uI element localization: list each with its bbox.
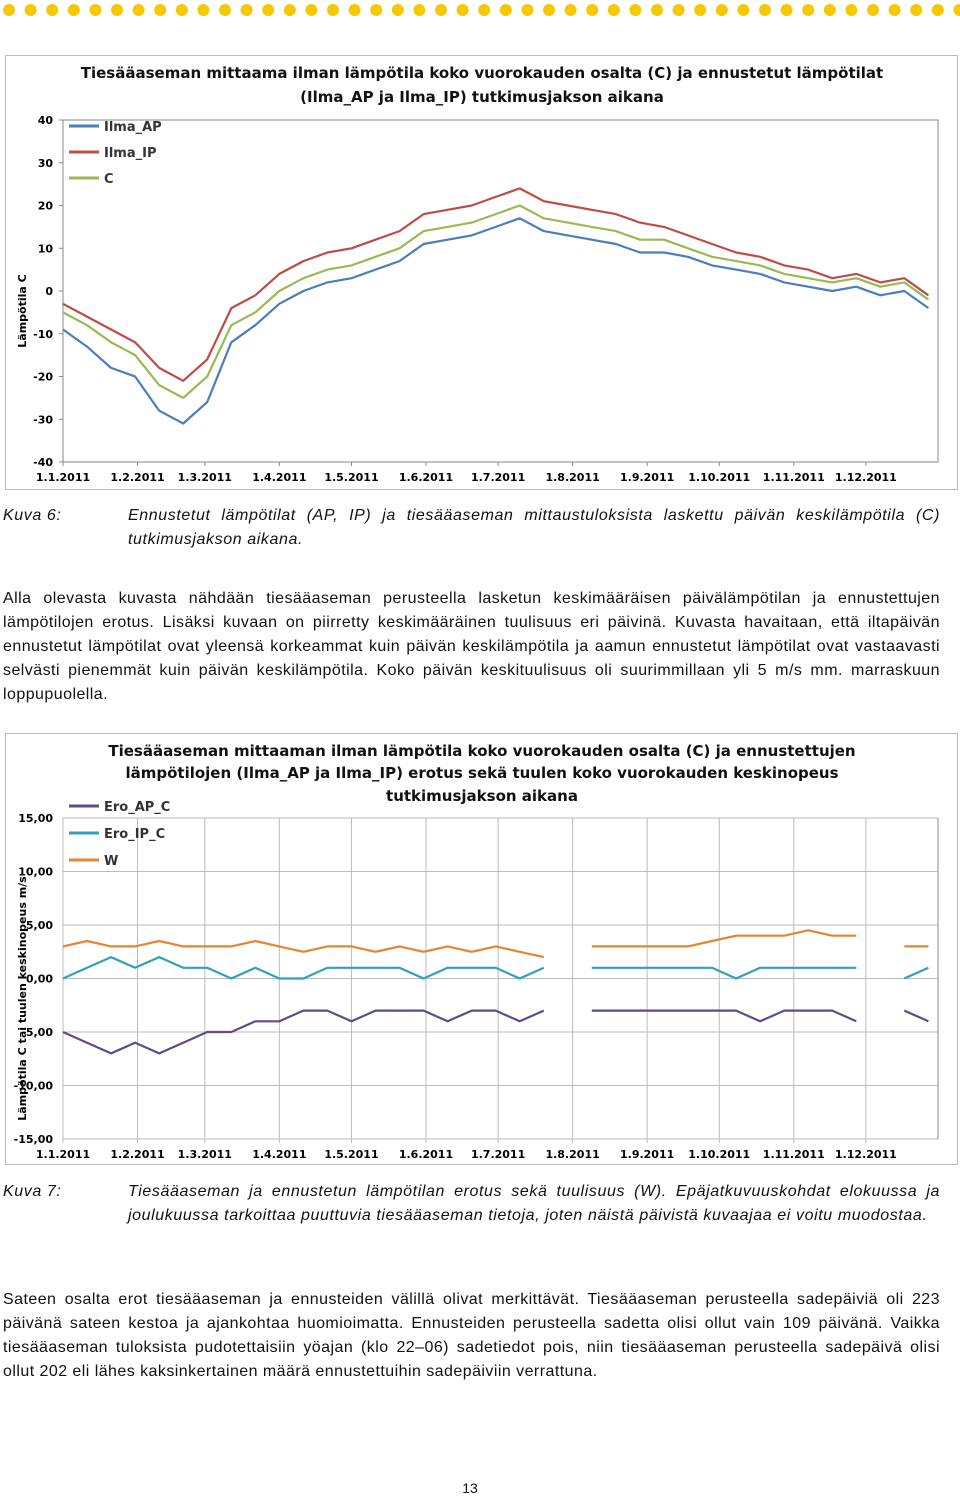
- series-line: [62, 956, 929, 980]
- y-axis-label: Lämpötila C tai tuulen keskinopeus m/s: [16, 876, 29, 1121]
- y-tick-label: -10: [33, 328, 53, 341]
- caption: Kuva 7: Tiesääaseman ja ennustetun lämpö…: [3, 1180, 940, 1228]
- x-tick-label: 1.3.2011: [178, 471, 232, 484]
- x-tick-label: 1.9.2011: [620, 471, 674, 484]
- x-tick-label: 1.12.2011: [835, 471, 897, 484]
- y-tick-label: 10,00: [18, 866, 53, 879]
- x-tick-label: 1.4.2011: [252, 471, 306, 484]
- y-tick-label: 40: [38, 114, 54, 127]
- y-tick-label: 5,00: [26, 919, 53, 932]
- legend-label: Ero_IP_C: [104, 827, 165, 842]
- x-tick-label: 1.8.2011: [545, 1148, 599, 1161]
- x-tick-label: 1.5.2011: [324, 471, 378, 484]
- paragraph: Alla olevasta kuvasta nähdään tiesääasem…: [3, 590, 940, 703]
- x-tick-label: 1.8.2011: [545, 471, 599, 484]
- x-tick-label: 1.10.2011: [688, 1148, 750, 1161]
- chart-title: lämpötilojen (Ilma_AP ja Ilma_IP) erotus…: [125, 764, 838, 782]
- temperature-chart: Tiesääaseman mittaama ilman lämpötila ko…: [5, 55, 958, 490]
- y-tick-label: 30: [38, 157, 54, 170]
- y-tick-label: 10: [38, 242, 54, 255]
- legend-label: Ilma_IP: [104, 146, 156, 161]
- x-tick-label: 1.6.2011: [399, 1148, 453, 1161]
- y-tick-label: -20: [33, 371, 53, 384]
- chart-title: Tiesääaseman mittaama ilman lämpötila ko…: [81, 64, 883, 82]
- x-tick-label: 1.3.2011: [178, 1148, 232, 1161]
- x-tick-label: 1.11.2011: [763, 471, 825, 484]
- y-tick-label: -15,00: [14, 1133, 54, 1146]
- y-tick-label: 0: [45, 285, 53, 298]
- caption: Kuva 6: Ennustetut lämpötilat (AP, IP) j…: [3, 504, 940, 552]
- y-tick-label: 0,00: [26, 973, 53, 986]
- y-tick-label: 15,00: [18, 812, 53, 825]
- y-tick-label: -30: [33, 413, 53, 426]
- x-tick-label: 1.9.2011: [620, 1148, 674, 1161]
- legend-label: W: [104, 854, 118, 869]
- x-tick-label: 1.11.2011: [763, 1148, 825, 1161]
- y-axis-label: Lämpötila C: [16, 274, 29, 347]
- legend-label: C: [104, 172, 114, 187]
- x-tick-label: 1.7.2011: [471, 1148, 525, 1161]
- caption-text: Ennustetut lämpötilat (AP, IP) ja tiesää…: [128, 507, 940, 548]
- x-tick-label: 1.4.2011: [252, 1148, 306, 1161]
- series-line: [62, 204, 930, 399]
- y-tick-label: 20: [38, 200, 54, 213]
- x-tick-label: 1.7.2011: [471, 471, 525, 484]
- x-tick-label: 1.1.2011: [36, 1148, 90, 1161]
- chart-title: (Ilma_AP ja Ilma_IP) tutkimusjakson aika…: [300, 88, 664, 106]
- plot-area: [62, 119, 939, 463]
- series-line: [62, 929, 929, 959]
- page-number: 13: [462, 1480, 478, 1496]
- x-tick-label: 1.5.2011: [324, 1148, 378, 1161]
- series-line: [62, 217, 930, 425]
- x-tick-label: 1.2.2011: [110, 471, 164, 484]
- caption-text: Tiesääaseman ja ennustetun lämpötilan er…: [128, 1183, 940, 1224]
- x-tick-label: 1.6.2011: [399, 471, 453, 484]
- caption-label: Kuva 6:: [3, 507, 62, 524]
- y-tick-label: -10,00: [14, 1080, 54, 1093]
- x-tick-label: 1.2.2011: [110, 1148, 164, 1161]
- series-line: [62, 187, 930, 382]
- difference-chart: Tiesääaseman mittaaman ilman lämpötila k…: [5, 733, 958, 1165]
- y-tick-label: -5,00: [21, 1026, 53, 1039]
- legend-label: Ero_AP_C: [104, 800, 170, 815]
- caption-label: Kuva 7:: [3, 1183, 62, 1200]
- dot-border: [0, 0, 960, 22]
- legend-label: Ilma_AP: [104, 120, 162, 135]
- chart-title: tutkimusjakson aikana: [386, 787, 578, 805]
- series-line: [62, 1009, 929, 1055]
- chart-title: Tiesääaseman mittaaman ilman lämpötila k…: [108, 742, 855, 760]
- x-tick-label: 1.10.2011: [688, 471, 750, 484]
- paragraph: Sateen osalta erot tiesääaseman ja ennus…: [3, 1291, 940, 1380]
- x-tick-label: 1.12.2011: [835, 1148, 897, 1161]
- y-tick-label: -40: [33, 456, 53, 469]
- x-tick-label: 1.1.2011: [36, 471, 90, 484]
